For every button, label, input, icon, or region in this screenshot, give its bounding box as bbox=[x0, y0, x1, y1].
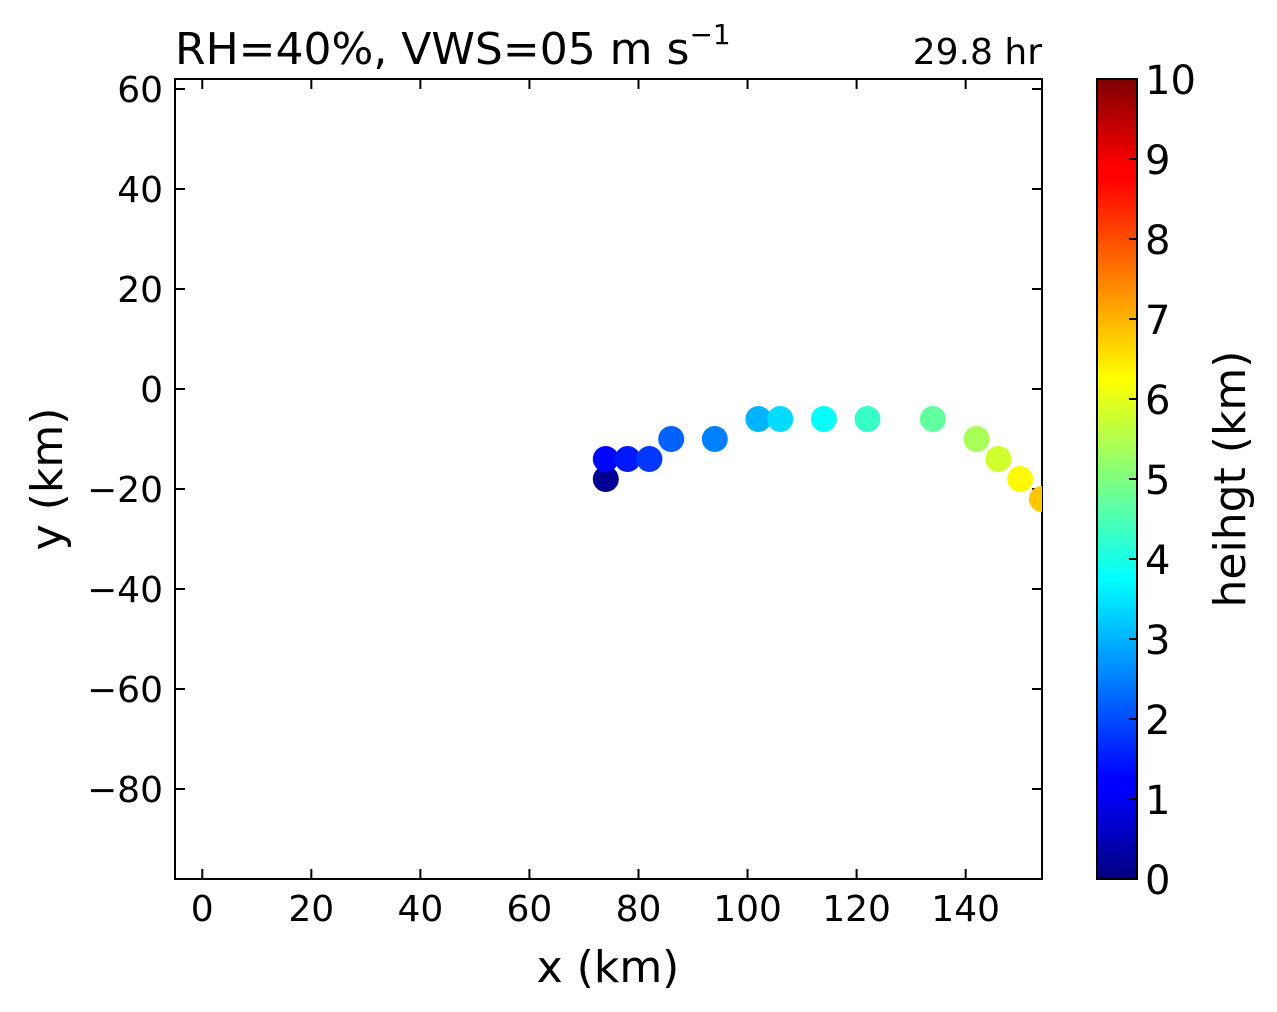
y-axis-ticks: 60 40 20 0 −20 −40 −60 −80 bbox=[87, 70, 1042, 811]
trajectory-point bbox=[985, 446, 1012, 472]
trajectory-point bbox=[1029, 486, 1042, 512]
data-points bbox=[592, 406, 1042, 512]
trajectory-point bbox=[701, 426, 728, 452]
x-tick-label: 20 bbox=[288, 889, 334, 930]
colorbar-tick-label: 9 bbox=[1145, 138, 1170, 184]
trajectory-point bbox=[636, 446, 663, 472]
trajectory-point bbox=[854, 406, 881, 432]
trajectory-point bbox=[919, 406, 946, 432]
trajectory-point bbox=[592, 466, 619, 492]
time-label: 29.8 hr bbox=[913, 32, 1042, 73]
trajectory-point bbox=[810, 406, 837, 432]
colorbar-tick-label: 5 bbox=[1145, 458, 1170, 504]
colorbar-tick-label: 10 bbox=[1145, 58, 1196, 104]
trajectory-point bbox=[1007, 466, 1034, 492]
x-tick-label: 40 bbox=[397, 889, 443, 930]
colorbar-tick-label: 1 bbox=[1145, 778, 1170, 824]
x-tick-label: 120 bbox=[822, 889, 891, 930]
x-tick-label: 80 bbox=[616, 889, 662, 930]
x-tick-label: 140 bbox=[931, 889, 1000, 930]
colorbar-tick-label: 3 bbox=[1145, 618, 1170, 664]
y-tick-label: −40 bbox=[87, 570, 163, 611]
y-tick-label: −20 bbox=[87, 470, 163, 511]
colorbar-label: heihgt (km) bbox=[1205, 351, 1256, 608]
colorbar: 0 1 2 3 4 5 6 7 8 9 10 heihgt (km) bbox=[1096, 58, 1256, 904]
chart-title: RH=40%, VWS=05 m s−1 bbox=[175, 18, 731, 75]
y-tick-label: 20 bbox=[117, 270, 163, 311]
y-axis-label: y (km) bbox=[22, 408, 73, 551]
trajectory-point bbox=[614, 446, 641, 472]
colorbar-tick-label: 8 bbox=[1145, 218, 1170, 264]
x-axis-ticks: 0 20 40 60 80 100 120 140 bbox=[191, 79, 1000, 930]
trajectory-point bbox=[592, 446, 619, 472]
y-tick-label: 40 bbox=[117, 170, 163, 211]
trajectory-point bbox=[745, 406, 772, 432]
trajectory-point bbox=[658, 426, 685, 452]
colorbar-tick-label: 6 bbox=[1145, 378, 1170, 424]
x-tick-label: 60 bbox=[507, 889, 553, 930]
trajectory-point bbox=[963, 426, 990, 452]
colorbar-tick-label: 7 bbox=[1145, 298, 1170, 344]
colorbar-tick-label: 4 bbox=[1145, 538, 1170, 584]
trajectory-point bbox=[767, 406, 794, 432]
colorbar-tick-label: 2 bbox=[1145, 698, 1170, 744]
colorbar-ticks: 0 1 2 3 4 5 6 7 8 9 10 bbox=[1129, 58, 1196, 904]
x-tick-label: 0 bbox=[191, 889, 214, 930]
x-axis-label: x (km) bbox=[537, 942, 680, 993]
y-tick-label: 60 bbox=[117, 70, 163, 111]
y-tick-label: −80 bbox=[87, 770, 163, 811]
y-tick-label: 0 bbox=[140, 370, 163, 411]
colorbar-tick-label: 0 bbox=[1145, 858, 1170, 904]
plot-area: 0 20 40 60 80 100 120 140 60 40 20 0 −20 −40 −60 −80 bbox=[87, 70, 1043, 930]
y-tick-label: −60 bbox=[87, 670, 163, 711]
x-tick-label: 100 bbox=[713, 889, 782, 930]
